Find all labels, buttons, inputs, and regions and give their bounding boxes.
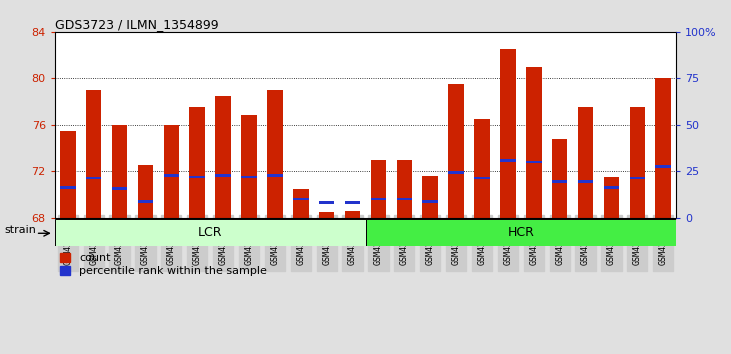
Bar [86, 177, 102, 179]
Bar [345, 211, 360, 218]
Text: strain: strain [4, 224, 37, 235]
Bar [189, 107, 205, 218]
Bar [216, 175, 231, 177]
Text: GDS3723 / ILMN_1354899: GDS3723 / ILMN_1354899 [55, 18, 219, 31]
Bar [396, 160, 412, 218]
Bar [448, 84, 464, 218]
Bar [319, 212, 334, 218]
Bar [345, 201, 360, 204]
Bar [60, 186, 75, 189]
Bar [86, 90, 102, 218]
Bar [241, 176, 257, 178]
Bar [366, 219, 676, 246]
Bar [371, 198, 386, 200]
Bar [267, 90, 283, 218]
Bar [604, 186, 619, 189]
Bar [55, 219, 366, 246]
Bar [164, 125, 179, 218]
Bar [526, 67, 542, 218]
Bar [164, 175, 179, 177]
Bar [577, 107, 594, 218]
Bar [500, 49, 515, 218]
Bar [396, 198, 412, 200]
Bar [189, 176, 205, 178]
Bar [629, 177, 645, 179]
Bar [137, 165, 154, 218]
Bar [371, 160, 386, 218]
Bar [577, 180, 594, 183]
Bar [216, 96, 231, 218]
Bar [552, 139, 567, 218]
Bar [629, 107, 645, 218]
Bar [293, 198, 308, 200]
Text: LCR: LCR [198, 226, 222, 239]
Bar [60, 131, 75, 218]
Text: HCR: HCR [507, 226, 534, 239]
Bar [526, 161, 542, 163]
Bar [656, 165, 671, 168]
Bar [137, 200, 154, 202]
Bar [448, 171, 464, 173]
Bar [500, 159, 515, 162]
Bar [423, 200, 438, 202]
Bar [423, 176, 438, 218]
Legend: count, percentile rank within the sample: count, percentile rank within the sample [61, 253, 267, 276]
Bar [552, 180, 567, 183]
Bar [112, 187, 127, 190]
Bar [656, 78, 671, 218]
Bar [241, 115, 257, 218]
Bar [293, 189, 308, 218]
Bar [474, 119, 490, 218]
Bar [604, 177, 619, 218]
Bar [319, 201, 334, 204]
Bar [112, 125, 127, 218]
Bar [267, 175, 283, 177]
Bar [474, 177, 490, 179]
